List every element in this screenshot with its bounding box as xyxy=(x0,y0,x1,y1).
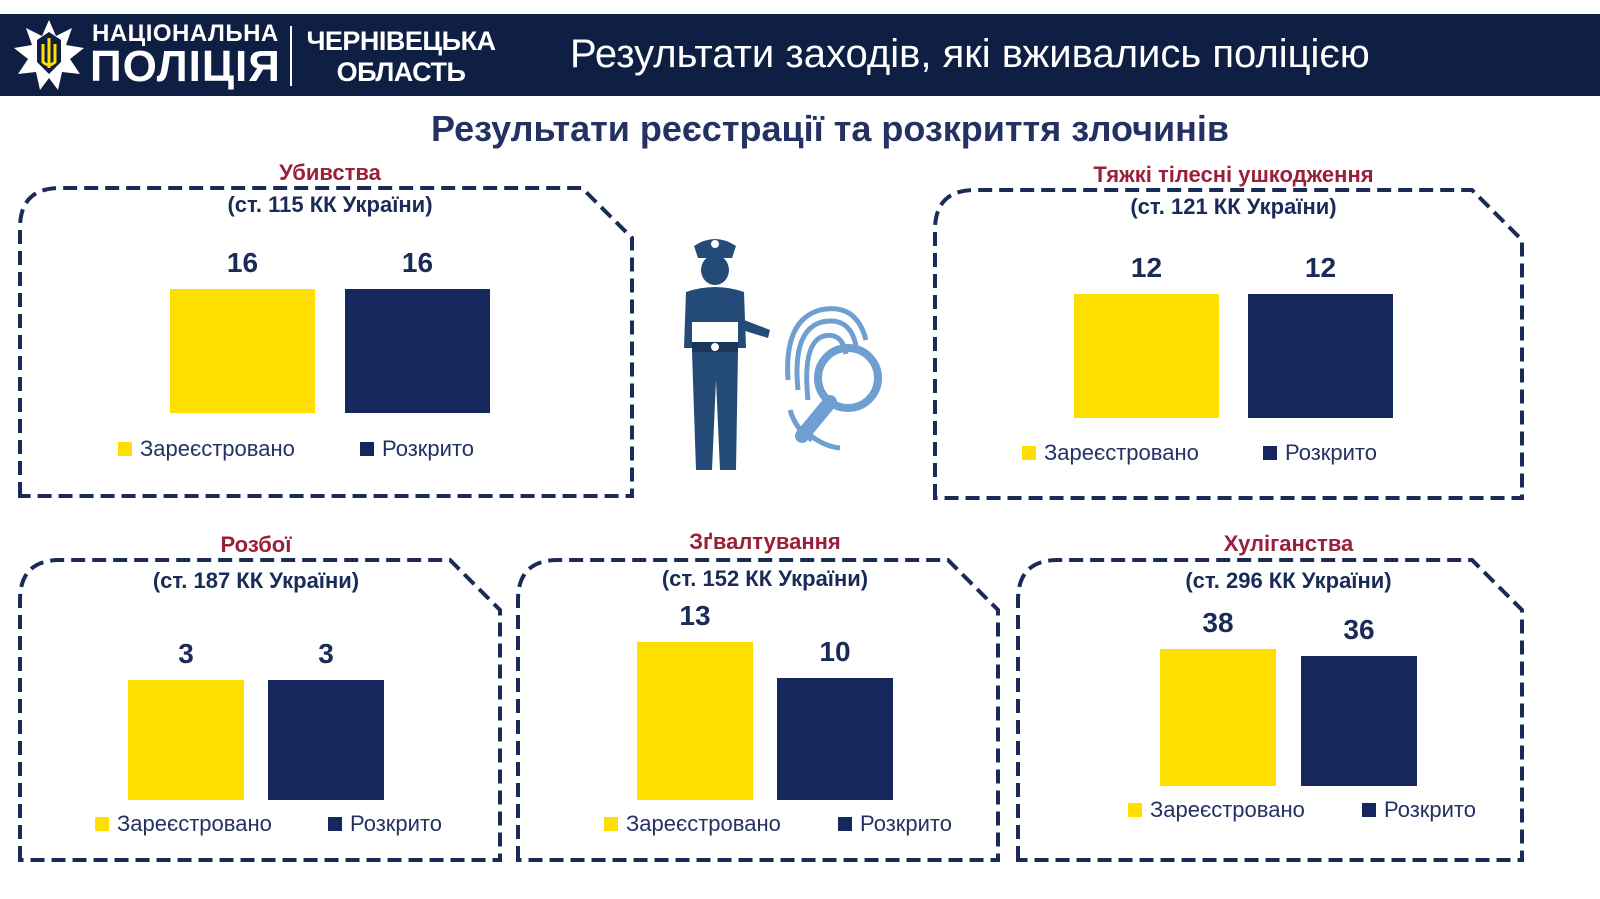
legend-registered: Зареєстровано xyxy=(604,811,781,837)
bar-registered xyxy=(128,680,244,800)
chart-title: Розбої xyxy=(220,532,292,557)
legend-label: Зареєстровано xyxy=(626,811,781,836)
chart-title: Убивства xyxy=(279,160,381,185)
legend-label: Розкрито xyxy=(382,436,474,461)
chart-frame-border xyxy=(1016,558,1524,862)
brand-divider xyxy=(290,26,292,86)
chart-frame-border xyxy=(933,188,1524,500)
data-label: 36 xyxy=(1343,614,1375,646)
legend-solved: Розкрито xyxy=(1263,440,1377,466)
legend-swatch xyxy=(1128,803,1142,817)
legend-solved: Розкрито xyxy=(360,436,474,462)
legend-swatch xyxy=(328,817,342,831)
bar-registered xyxy=(170,289,315,413)
data-label: 16 xyxy=(226,247,259,278)
bar-registered xyxy=(1074,294,1219,418)
chart-subtitle: (ст. 152 КК України) xyxy=(661,566,869,591)
bar-solved xyxy=(1301,656,1417,786)
legend-label: Розкрито xyxy=(350,811,442,836)
header-bar: НАЦІОНАЛЬНА ПОЛІЦІЯ ЧЕРНІВЕЦЬКА ОБЛАСТЬ … xyxy=(0,14,1600,96)
brand-line2: ПОЛІЦІЯ xyxy=(90,42,281,91)
chart-subtitle: (ст. 187 КК України) xyxy=(152,568,360,593)
legend-label: Зареєстровано xyxy=(117,811,272,836)
bar-solved xyxy=(345,289,490,413)
chart-frame xyxy=(933,188,1524,500)
chart-frame xyxy=(1016,558,1524,862)
bar-registered xyxy=(637,642,753,800)
chart-frame-border xyxy=(516,558,1000,862)
legend-swatch xyxy=(95,817,109,831)
police-officer-icon xyxy=(684,239,770,470)
legend-label: Розкрито xyxy=(1384,797,1476,822)
legend-swatch xyxy=(1022,446,1036,460)
chart-frame-border xyxy=(18,558,502,862)
legend-registered: Зареєстровано xyxy=(95,811,272,837)
data-label: 38 xyxy=(1202,607,1234,638)
chart-title: Хуліганства xyxy=(1223,531,1354,556)
chart-subtitle: (ст. 115 КК України) xyxy=(227,192,433,217)
legend-swatch xyxy=(1263,446,1277,460)
chart-frame xyxy=(18,186,634,498)
legend-label: Зареєстровано xyxy=(140,436,295,461)
legend-label: Розкрито xyxy=(860,811,952,836)
data-label: 16 xyxy=(401,247,434,278)
bar-registered xyxy=(1160,649,1276,786)
legend-label: Зареєстровано xyxy=(1044,440,1199,465)
chart-frame xyxy=(18,558,502,862)
fingerprint-magnifier-icon xyxy=(785,306,882,451)
data-label: 3 xyxy=(318,638,334,669)
legend-solved: Розкрито xyxy=(1362,797,1476,823)
legend-swatch xyxy=(360,442,374,456)
legend-registered: Зареєстровано xyxy=(118,436,295,462)
data-label: 3 xyxy=(178,638,194,669)
brand-line1: НАЦІОНАЛЬНА xyxy=(92,20,279,47)
chart-title: Зґвалтування xyxy=(689,529,841,554)
bar-solved xyxy=(1248,294,1393,418)
chart-subtitle: (ст. 121 КК України) xyxy=(1130,194,1337,219)
page-title: Результати реєстрації та розкриття злочи… xyxy=(430,108,1230,149)
chart-title: Тяжкі тілесні ушкодження xyxy=(1093,162,1374,187)
chart-subtitle: (ст. 296 КК України) xyxy=(1185,568,1392,593)
legend-solved: Розкрито xyxy=(328,811,442,837)
data-label: 12 xyxy=(1304,252,1337,283)
chart-frame-border xyxy=(18,186,634,498)
legend-solved: Розкрито xyxy=(838,811,952,837)
illustration xyxy=(684,239,882,470)
legend-registered: Зареєстровано xyxy=(1128,797,1305,823)
legend-swatch xyxy=(118,442,132,456)
data-label: 12 xyxy=(1130,252,1163,283)
legend-registered: Зареєстровано xyxy=(1022,440,1199,466)
legend-swatch xyxy=(838,817,852,831)
bar-solved xyxy=(777,678,893,800)
region-line2: ОБЛАСТЬ xyxy=(336,57,466,87)
legend-swatch xyxy=(1362,803,1376,817)
legend-label: Розкрито xyxy=(1285,440,1377,465)
header-title: Результати заходів, які вживались поліці… xyxy=(570,32,1370,76)
data-label: 13 xyxy=(679,600,711,631)
data-label: 10 xyxy=(819,636,851,668)
region-label: ЧЕРНІВЕЦЬКА ОБЛАСТЬ xyxy=(306,26,496,88)
region-line1: ЧЕРНІВЕЦЬКА xyxy=(306,26,496,56)
legend-swatch xyxy=(604,817,618,831)
bar-solved xyxy=(268,680,384,800)
chart-frame xyxy=(516,558,1000,862)
police-emblem-icon xyxy=(14,20,84,90)
legend-label: Зареєстровано xyxy=(1150,797,1305,822)
